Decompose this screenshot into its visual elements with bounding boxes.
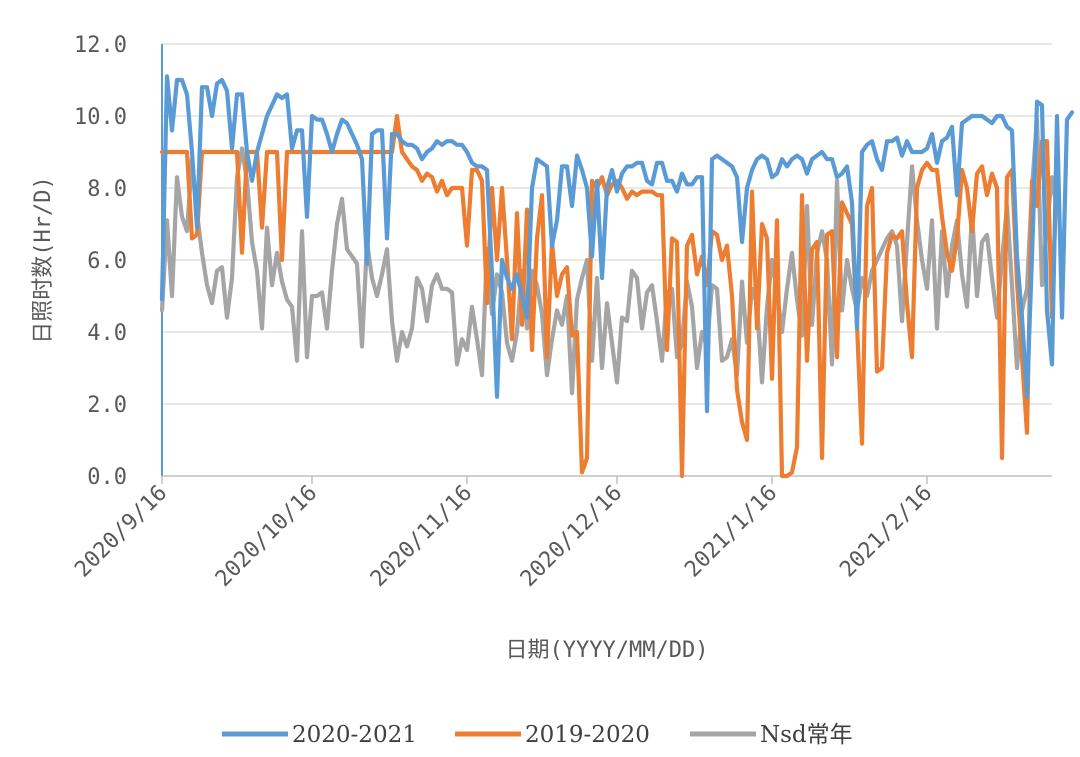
y-tick-label: 12.0 — [74, 33, 127, 58]
x-tick-label: 2020/12/16 — [516, 481, 627, 592]
y-tick-label: 4.0 — [87, 321, 127, 346]
legend-label: 2019-2020 — [525, 722, 650, 748]
x-tick-label: 2021/1/16 — [680, 481, 782, 583]
x-axis-title: 日期(YYYY/MM/DD) — [506, 638, 709, 663]
legend: 2020-2021 2019-2020 Nsd常年 — [222, 722, 853, 748]
series-line-2 — [159, 117, 1060, 396]
x-tick-label: 2020/11/16 — [366, 481, 477, 592]
legend-label: Nsd常年 — [760, 722, 853, 748]
y-tick-label: 6.0 — [87, 249, 127, 274]
series-line-1 — [159, 113, 1060, 479]
axes — [161, 44, 1052, 484]
x-tick-label: 2020/10/16 — [211, 481, 322, 592]
legend-label: 2020-2021 — [292, 722, 417, 748]
y-tick-label: 2.0 — [87, 393, 127, 418]
y-axis-title: 日照时数(Hr/D) — [31, 176, 56, 343]
y-tick-label: 0.0 — [87, 465, 127, 490]
x-tick-label: 2021/2/16 — [835, 481, 937, 583]
series-line-0 — [159, 74, 1075, 414]
y-tick-label: 10.0 — [74, 105, 127, 130]
series-lines — [159, 74, 1075, 479]
y-tick-label: 8.0 — [87, 177, 127, 202]
x-tick-label: 2020/9/16 — [70, 481, 172, 583]
